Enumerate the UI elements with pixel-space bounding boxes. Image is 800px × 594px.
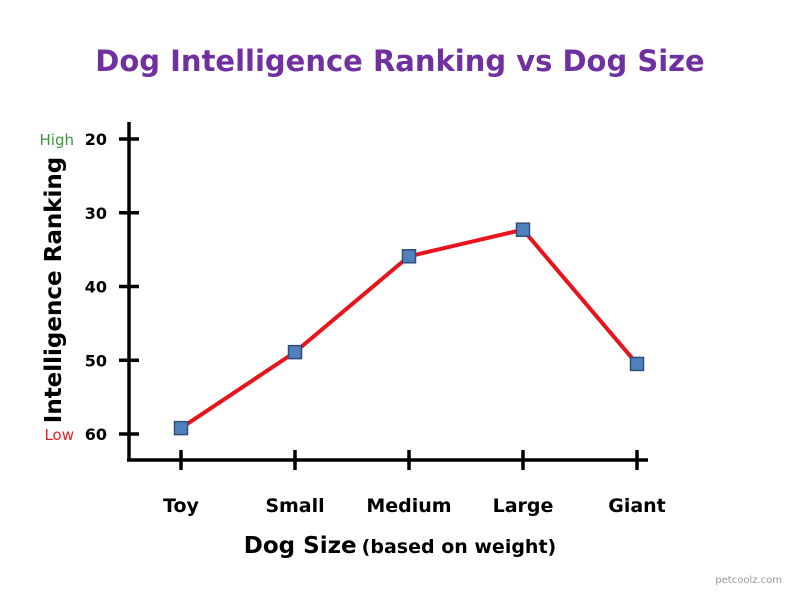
y-tick-label: 60 — [85, 425, 107, 444]
y-tick-label: 30 — [85, 204, 107, 223]
x-tick-label-large: Large — [493, 495, 554, 517]
y-annotation-high: High — [40, 131, 74, 149]
data-point-giant — [629, 356, 645, 372]
data-point-toy — [173, 420, 189, 436]
y-annotation-low: Low — [44, 426, 74, 444]
x-tick-label-giant: Giant — [608, 495, 666, 517]
x-tick-label-toy: Toy — [163, 495, 199, 517]
data-point-small — [287, 344, 303, 360]
y-tick-label: 20 — [85, 130, 107, 149]
y-axis-label: Intelligence Ranking — [41, 156, 67, 424]
data-point-medium — [401, 249, 417, 264]
watermark: petcoolz.com — [715, 575, 782, 586]
x-tick-label-medium: Medium — [366, 495, 451, 517]
data-point-large — [515, 222, 531, 237]
chart-title: Dog Intelligence Ranking vs Dog Size — [95, 44, 705, 78]
x-tick-label-small: Small — [265, 495, 324, 517]
x-axis-label-note: (based on weight) — [361, 536, 557, 558]
y-tick-label: 50 — [85, 351, 107, 370]
y-tick-label: 40 — [85, 278, 107, 297]
x-axis-label-group: Dog Size (based on weight) — [0, 533, 800, 559]
x-axis-label: Dog Size — [243, 533, 357, 559]
